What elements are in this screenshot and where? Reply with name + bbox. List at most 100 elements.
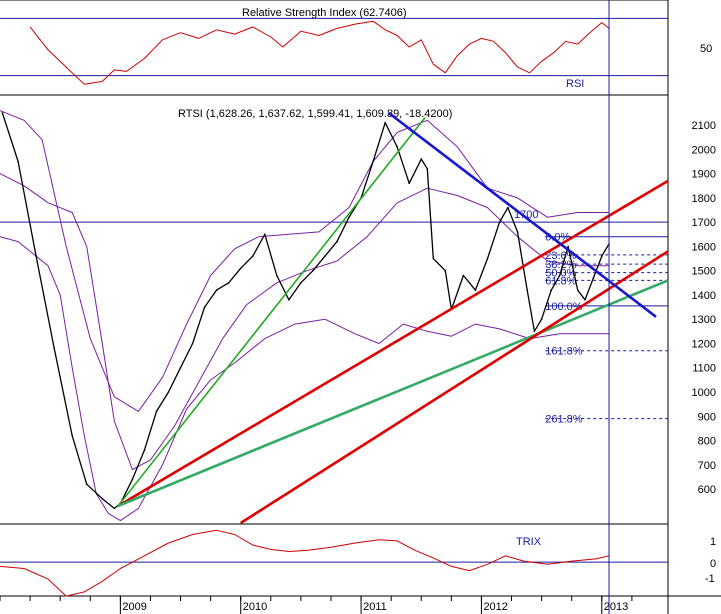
trix-tick-neg1: -1 [705, 573, 715, 585]
price-point-43 [516, 231, 519, 233]
price-tick-label-1000: 1000 [692, 387, 716, 399]
price-point-11 [155, 410, 158, 413]
price-point-31 [396, 146, 398, 148]
price-label: RTSI (1,628.26, 1,637.62, 1,599.41, 1,60… [178, 108, 452, 120]
price-point-7 [113, 507, 116, 510]
price-point-6 [101, 497, 104, 500]
x-axis: 2009 2010 2011 2012 2013 [0, 0, 633, 614]
price-point-36 [444, 269, 447, 272]
price-point-41 [498, 221, 501, 223]
price-point-48 [558, 274, 561, 277]
price-point-30 [384, 121, 386, 124]
price-tick-label-1500: 1500 [692, 266, 716, 278]
price-tick-label-1400: 1400 [692, 290, 716, 302]
price-point-19 [251, 255, 254, 257]
price-point-2 [35, 255, 37, 257]
price-tick-label-900: 900 [698, 411, 716, 423]
price-point-21 [276, 274, 278, 277]
price-point-46 [540, 318, 543, 321]
price-point-50 [576, 289, 579, 291]
price-point-5 [85, 483, 88, 485]
price-point-29 [372, 160, 374, 163]
price-point-44 [526, 289, 528, 291]
price-point-24 [312, 269, 314, 272]
lower-band-line [0, 236, 609, 522]
price-point-23 [300, 282, 302, 284]
price-point-0 [1, 112, 4, 114]
price-point-49 [567, 245, 569, 248]
price-point-27 [348, 216, 350, 219]
price-tick-label-1900: 1900 [692, 169, 716, 181]
x-tick-label-2012: 2012 [483, 601, 507, 613]
fib-label-7: 261.8% [545, 414, 583, 426]
trix-series-line [0, 529, 610, 597]
rsi-title: Relative Strength Index (62.7406) [242, 7, 407, 19]
price-point-22 [288, 298, 290, 301]
upper-band-line [0, 110, 609, 412]
fib-label-3: 50.0% [545, 268, 576, 280]
price-point-33 [420, 158, 423, 160]
price-point-14 [191, 342, 194, 345]
trendline-3 [240, 250, 669, 525]
price-point-52 [592, 277, 595, 279]
price-point-45 [533, 330, 536, 333]
price-point-1 [17, 160, 19, 163]
x-tick-label-2010: 2010 [243, 601, 267, 613]
trix-panel: TRIX 1 0 -1 [0, 529, 716, 597]
price-tick-label-600: 600 [698, 484, 716, 496]
price-point-51 [584, 298, 586, 301]
price-point-17 [227, 282, 230, 284]
trendline-2 [117, 279, 669, 508]
price-panel: RTSI (1,628.26, 1,637.62, 1,599.41, 1,60… [0, 108, 716, 525]
x-tick-label-2009: 2009 [122, 601, 146, 613]
price-point-20 [263, 233, 266, 236]
trix-tick-1: 1 [710, 536, 716, 548]
price-point-47 [550, 289, 553, 291]
trix-tick-0: 0 [710, 558, 716, 570]
price-point-10 [143, 449, 146, 452]
fib-label-4: 61.8% [545, 275, 576, 287]
price-tick-label-2100: 2100 [692, 120, 716, 132]
price-tick-label-700: 700 [698, 460, 716, 472]
price-tick-label-1800: 1800 [692, 193, 716, 205]
x-tick-label-2013: 2013 [604, 601, 628, 613]
price-tick-label-2000: 2000 [692, 144, 716, 156]
price-point-35 [432, 257, 435, 260]
price-tick-label-1100: 1100 [692, 363, 716, 375]
price-tick-label-1300: 1300 [692, 314, 716, 326]
fib-label-5: 100.0% [545, 301, 583, 313]
price-point-26 [336, 240, 338, 243]
trendline-0 [117, 117, 426, 507]
rsi-panel: Relative Strength Index (62.7406) RSI 50 [0, 7, 712, 90]
fib-label-2: 38.2% [545, 259, 576, 271]
price-point-12 [167, 391, 170, 393]
price-point-25 [324, 255, 326, 257]
middle-band-line [0, 173, 609, 471]
price-point-40 [486, 257, 489, 260]
price-point-15 [203, 306, 206, 308]
price-point-4 [71, 434, 74, 437]
price-point-42 [507, 206, 509, 209]
price-point-32 [408, 182, 411, 185]
price-point-9 [131, 478, 134, 481]
price-point-34 [426, 167, 429, 170]
trendline-4 [388, 111, 657, 318]
trix-label: TRIX [516, 536, 542, 548]
rsi-label: RSI [566, 78, 584, 90]
price-point-39 [474, 289, 477, 291]
price-point-18 [239, 267, 242, 270]
fib-label-6: 161.8% [545, 346, 583, 358]
fib-label-0: 0.0% [545, 232, 570, 244]
price-tick-label-1200: 1200 [692, 338, 716, 350]
price-tick-label-1600: 1600 [692, 241, 716, 253]
trendline-1 [117, 179, 669, 508]
rsi-series-line [29, 20, 610, 85]
price-point-53 [601, 255, 603, 257]
price-tick-label-1700: 1700 [692, 217, 716, 229]
price-series-line [1, 112, 610, 510]
price-point-38 [462, 274, 465, 277]
fib-label-1: 23.6% [545, 250, 576, 262]
price-tick-label-800: 800 [698, 436, 716, 448]
